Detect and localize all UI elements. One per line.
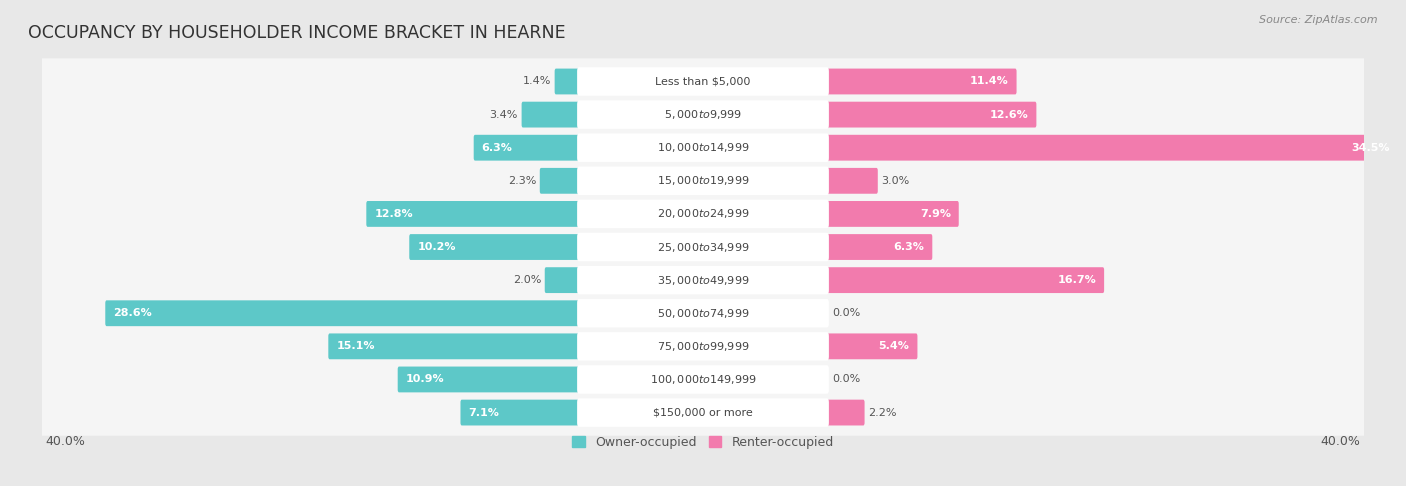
FancyBboxPatch shape xyxy=(576,134,830,162)
FancyBboxPatch shape xyxy=(576,233,830,261)
Text: 10.9%: 10.9% xyxy=(405,374,444,384)
Text: $50,000 to $74,999: $50,000 to $74,999 xyxy=(657,307,749,320)
FancyBboxPatch shape xyxy=(825,399,865,425)
FancyBboxPatch shape xyxy=(31,389,1375,436)
Text: 40.0%: 40.0% xyxy=(1320,435,1361,448)
FancyBboxPatch shape xyxy=(31,257,1375,303)
FancyBboxPatch shape xyxy=(576,101,830,129)
Text: 3.4%: 3.4% xyxy=(489,110,517,120)
FancyBboxPatch shape xyxy=(398,366,581,392)
Text: $10,000 to $14,999: $10,000 to $14,999 xyxy=(657,141,749,154)
FancyBboxPatch shape xyxy=(522,102,581,127)
FancyBboxPatch shape xyxy=(31,191,1375,237)
FancyBboxPatch shape xyxy=(576,266,830,295)
Text: Less than $5,000: Less than $5,000 xyxy=(655,76,751,87)
Text: 12.8%: 12.8% xyxy=(374,209,413,219)
Text: $100,000 to $149,999: $100,000 to $149,999 xyxy=(650,373,756,386)
Text: 6.3%: 6.3% xyxy=(893,242,924,252)
FancyBboxPatch shape xyxy=(576,365,830,394)
Text: 10.2%: 10.2% xyxy=(418,242,456,252)
Text: OCCUPANCY BY HOUSEHOLDER INCOME BRACKET IN HEARNE: OCCUPANCY BY HOUSEHOLDER INCOME BRACKET … xyxy=(28,24,565,42)
FancyBboxPatch shape xyxy=(31,356,1375,402)
Text: 34.5%: 34.5% xyxy=(1351,143,1391,153)
Text: 7.9%: 7.9% xyxy=(920,209,950,219)
Text: 7.1%: 7.1% xyxy=(468,408,499,417)
FancyBboxPatch shape xyxy=(576,200,830,228)
FancyBboxPatch shape xyxy=(31,58,1375,104)
FancyBboxPatch shape xyxy=(576,332,830,361)
Text: 2.3%: 2.3% xyxy=(508,176,536,186)
FancyBboxPatch shape xyxy=(825,69,1017,94)
FancyBboxPatch shape xyxy=(825,267,1104,293)
FancyBboxPatch shape xyxy=(825,168,877,194)
FancyBboxPatch shape xyxy=(576,167,830,195)
FancyBboxPatch shape xyxy=(409,234,581,260)
Text: 6.3%: 6.3% xyxy=(482,143,513,153)
Text: 1.4%: 1.4% xyxy=(523,76,551,87)
Text: 2.2%: 2.2% xyxy=(868,408,897,417)
FancyBboxPatch shape xyxy=(31,157,1375,204)
Text: 0.0%: 0.0% xyxy=(832,308,860,318)
FancyBboxPatch shape xyxy=(825,333,918,359)
FancyBboxPatch shape xyxy=(576,299,830,328)
FancyBboxPatch shape xyxy=(576,399,830,427)
Text: $25,000 to $34,999: $25,000 to $34,999 xyxy=(657,241,749,254)
Text: $15,000 to $19,999: $15,000 to $19,999 xyxy=(657,174,749,187)
FancyBboxPatch shape xyxy=(825,201,959,227)
FancyBboxPatch shape xyxy=(544,267,581,293)
Text: 0.0%: 0.0% xyxy=(832,374,860,384)
Text: 11.4%: 11.4% xyxy=(970,76,1008,87)
FancyBboxPatch shape xyxy=(105,300,581,326)
FancyBboxPatch shape xyxy=(825,135,1398,160)
FancyBboxPatch shape xyxy=(31,91,1375,138)
FancyBboxPatch shape xyxy=(31,323,1375,369)
FancyBboxPatch shape xyxy=(329,333,581,359)
Text: 15.1%: 15.1% xyxy=(336,341,375,351)
FancyBboxPatch shape xyxy=(461,399,581,425)
Text: 3.0%: 3.0% xyxy=(882,176,910,186)
FancyBboxPatch shape xyxy=(576,67,830,96)
Text: Source: ZipAtlas.com: Source: ZipAtlas.com xyxy=(1260,15,1378,25)
Text: 12.6%: 12.6% xyxy=(990,110,1028,120)
Text: 16.7%: 16.7% xyxy=(1057,275,1097,285)
FancyBboxPatch shape xyxy=(474,135,581,160)
FancyBboxPatch shape xyxy=(825,102,1036,127)
Text: $20,000 to $24,999: $20,000 to $24,999 xyxy=(657,208,749,221)
Text: 28.6%: 28.6% xyxy=(114,308,152,318)
Legend: Owner-occupied, Renter-occupied: Owner-occupied, Renter-occupied xyxy=(568,431,838,454)
Text: $5,000 to $9,999: $5,000 to $9,999 xyxy=(664,108,742,121)
FancyBboxPatch shape xyxy=(31,124,1375,171)
Text: $35,000 to $49,999: $35,000 to $49,999 xyxy=(657,274,749,287)
FancyBboxPatch shape xyxy=(540,168,581,194)
FancyBboxPatch shape xyxy=(31,224,1375,270)
Text: 40.0%: 40.0% xyxy=(45,435,86,448)
FancyBboxPatch shape xyxy=(825,234,932,260)
Text: $150,000 or more: $150,000 or more xyxy=(654,408,752,417)
FancyBboxPatch shape xyxy=(31,290,1375,336)
FancyBboxPatch shape xyxy=(554,69,581,94)
Text: 5.4%: 5.4% xyxy=(879,341,910,351)
FancyBboxPatch shape xyxy=(367,201,581,227)
Text: $75,000 to $99,999: $75,000 to $99,999 xyxy=(657,340,749,353)
Text: 2.0%: 2.0% xyxy=(513,275,541,285)
